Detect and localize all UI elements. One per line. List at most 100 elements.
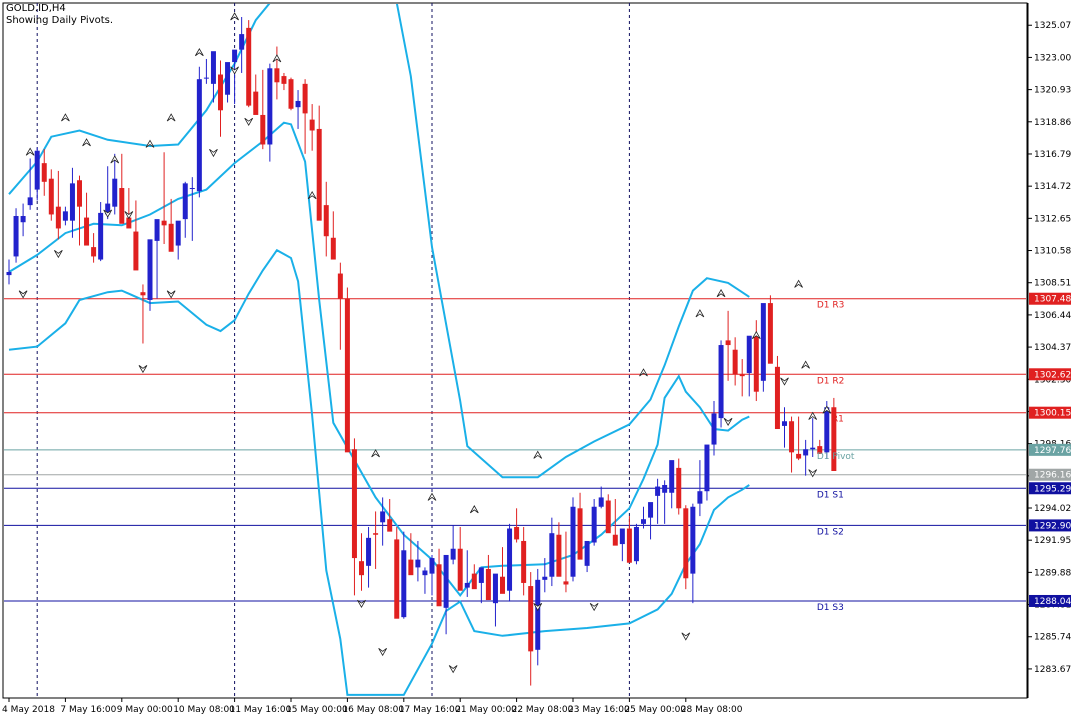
candle-body — [429, 558, 435, 574]
bollinger-upper-band — [8, 4, 750, 479]
candle-body — [528, 586, 534, 652]
candle-body — [48, 178, 54, 215]
candle-body — [182, 183, 188, 220]
candle-body — [648, 502, 654, 518]
candle-body — [662, 484, 668, 493]
candle-body — [387, 519, 393, 532]
candle-body — [91, 247, 97, 257]
candle-body — [253, 91, 259, 115]
fractal-up-marker — [82, 138, 91, 147]
candle-body — [704, 444, 710, 492]
x-axis-tick-label: 21 May 00:00 — [455, 705, 517, 715]
candle-body — [485, 568, 491, 601]
candle-body — [422, 570, 428, 576]
candle-body — [260, 114, 266, 145]
y-axis-tick-label: 1289.88 — [1034, 568, 1071, 578]
candle-body — [337, 273, 343, 299]
fractal-down-marker — [230, 66, 239, 75]
candle-body — [796, 453, 802, 459]
candle-body — [549, 533, 555, 577]
candle-body — [316, 128, 322, 221]
candle-body — [718, 345, 724, 419]
price-tag-label: 1295.29 — [1034, 484, 1071, 494]
price-tag-label: 1292.90 — [1034, 521, 1071, 531]
y-axis-tick-label: 1320.93 — [1034, 86, 1071, 96]
fractal-up-marker — [639, 368, 648, 377]
candle-body — [302, 83, 308, 114]
candle-body — [746, 335, 752, 374]
candle-body — [394, 539, 400, 619]
candle-body — [126, 217, 132, 229]
candle-body — [457, 548, 463, 591]
x-axis-tick-label: 23 May 16:00 — [568, 705, 630, 715]
candle-body — [105, 203, 111, 215]
x-axis-tick-label: 28 May 08:00 — [681, 705, 743, 715]
candle-body — [690, 506, 696, 574]
fractal-down-marker — [166, 290, 176, 299]
fractal-down-marker — [357, 599, 366, 608]
candle-body — [55, 206, 61, 229]
plot-frame — [2, 2, 1028, 699]
price-tag-label: 1288.04 — [1034, 597, 1071, 607]
fractal-up-marker — [469, 505, 479, 514]
y-axis-tick-label: 1294.02 — [1034, 504, 1071, 514]
fractal-down-marker — [103, 209, 113, 218]
fractal-up-marker — [371, 449, 380, 458]
x-axis-tick-label: 4 May 2018 — [2, 705, 55, 715]
fractal-down-marker — [209, 148, 218, 158]
y-axis-tick-label: 1310.58 — [1034, 247, 1071, 257]
pivot-label: D1 R2 — [817, 376, 845, 386]
candle-body — [27, 197, 33, 206]
candle-body — [598, 497, 604, 507]
candle-body — [669, 460, 675, 493]
candle-body — [633, 526, 639, 562]
price-tag-label: 1297.76 — [1034, 446, 1071, 456]
fractal-up-marker — [822, 405, 832, 414]
fractal-up-marker — [61, 113, 70, 122]
candle-body — [359, 561, 364, 576]
price-tag-label: 1296.16 — [1034, 471, 1071, 481]
candle-body — [408, 559, 414, 576]
fractal-up-marker — [695, 309, 705, 318]
fractal-up-marker — [272, 54, 282, 63]
candle-body — [140, 292, 146, 296]
candle-body — [732, 349, 738, 375]
price-tag — [1029, 594, 1071, 607]
candle-body — [676, 467, 682, 509]
x-axis-tick-label: 22 May 08:00 — [512, 705, 574, 715]
candle-body — [309, 119, 315, 131]
fractal-up-marker — [801, 360, 810, 369]
candle-body — [810, 447, 816, 450]
candle-body — [41, 163, 47, 182]
candle-body — [274, 68, 280, 83]
candle-body — [612, 534, 618, 546]
pivot-label: R1 — [832, 415, 844, 425]
candle-body — [443, 554, 449, 608]
y-axis-tick-label: 1306.44 — [1034, 311, 1071, 321]
y-axis-tick-label: 1285.74 — [1034, 633, 1071, 643]
y-axis-tick-label: 1323.00 — [1034, 53, 1071, 63]
fractal-up-marker — [195, 47, 204, 57]
bollinger-lower-band — [8, 248, 750, 696]
candle-body — [147, 239, 153, 300]
candle-body — [84, 217, 90, 246]
candle-body — [577, 508, 583, 560]
y-axis-tick-label: 1308.51 — [1034, 279, 1071, 289]
pivot-label: D1 S2 — [817, 527, 844, 537]
y-axis-tick-label: 1304.37 — [1034, 343, 1071, 353]
price-tag — [1029, 482, 1071, 495]
candle-body — [683, 508, 689, 579]
candle-body — [824, 407, 830, 453]
pivot-label: D1 Pivot — [817, 452, 855, 462]
y-axis-tick-label: 1283.67 — [1034, 665, 1071, 675]
candle-body — [492, 573, 498, 604]
candle-body — [77, 180, 82, 207]
candle-body — [175, 220, 181, 246]
fractal-down-marker — [589, 602, 599, 612]
candle-body — [789, 421, 795, 453]
candle-body — [34, 150, 40, 190]
fractal-up-marker — [110, 155, 120, 164]
candle-body — [697, 491, 703, 504]
candle-body — [436, 564, 442, 607]
